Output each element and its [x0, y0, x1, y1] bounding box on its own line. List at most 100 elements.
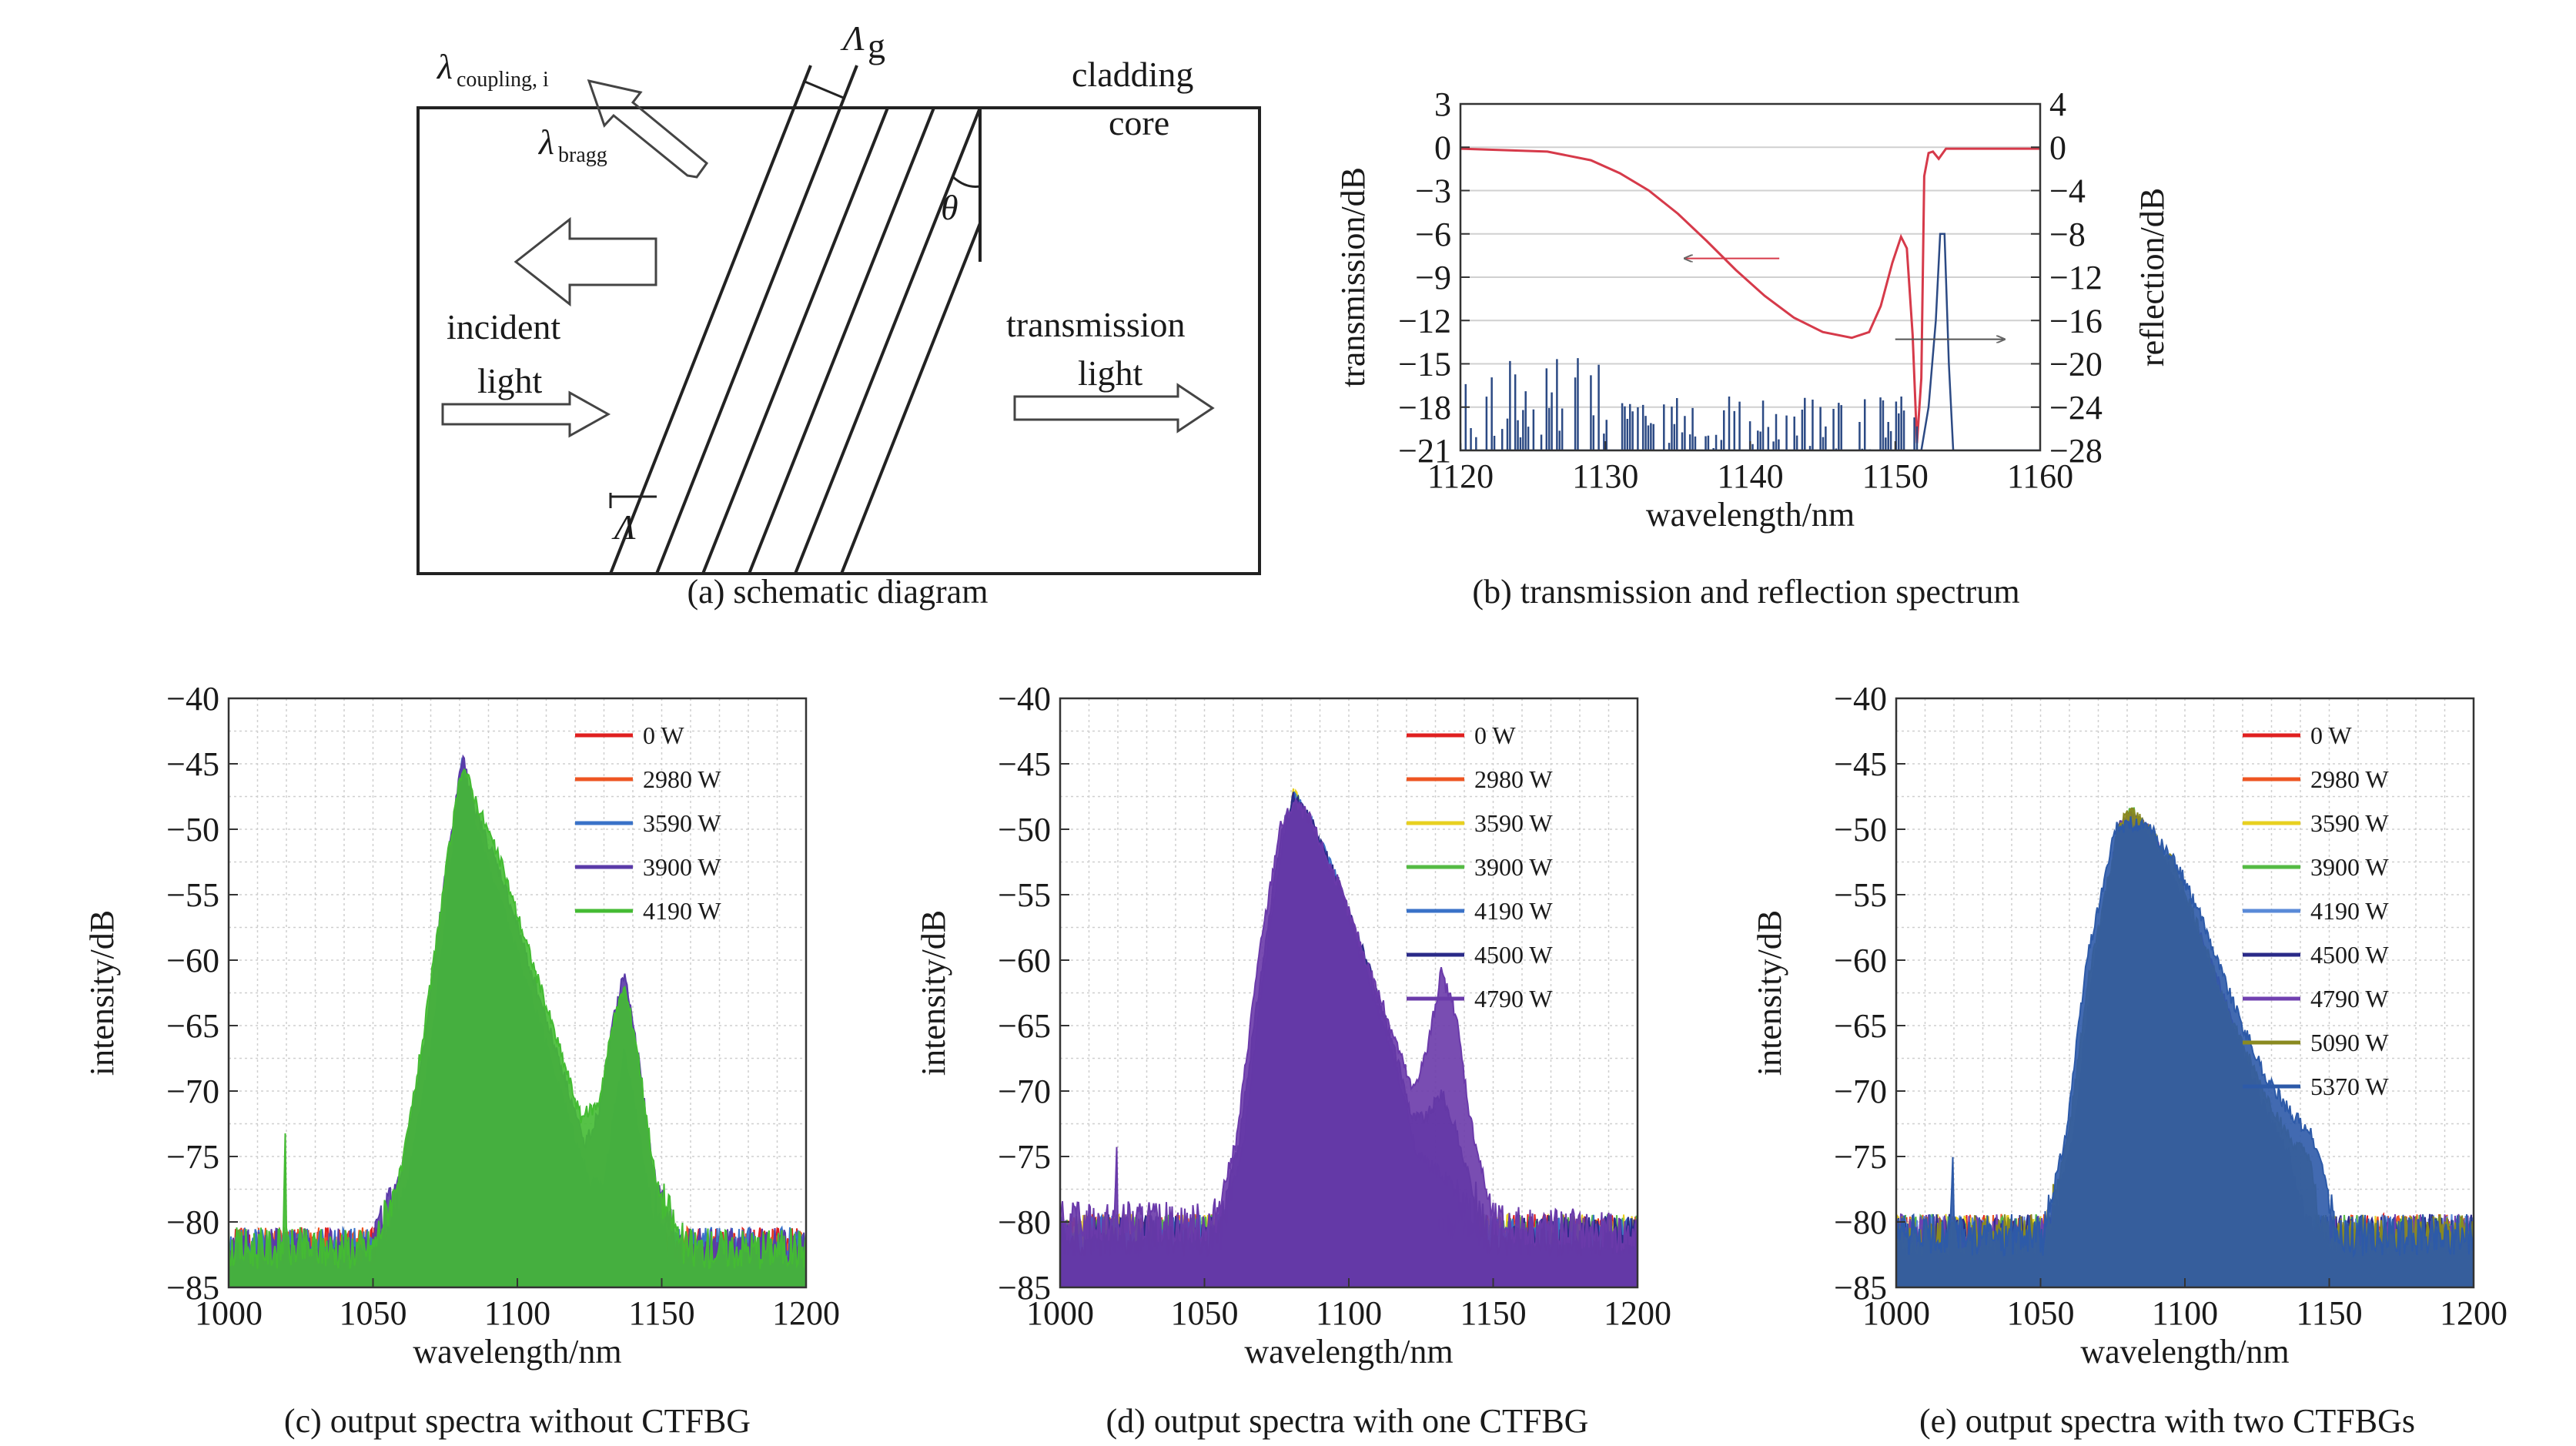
x-tick-label: 1150: [1862, 457, 1929, 495]
y-tick-label: −60: [998, 942, 1051, 979]
legend-label: 4500 W: [2310, 941, 2389, 969]
y-tick-label: −15: [1398, 346, 1451, 383]
y-tick-label: −80: [1834, 1203, 1887, 1241]
y-axis-label: intensity/dB: [1751, 910, 1788, 1076]
y2-axis-label: reflection/dB: [2133, 188, 2171, 367]
period-label: Λ: [611, 507, 636, 547]
y-tick-label: −45: [1834, 745, 1887, 783]
x-tick-label: 1130: [1572, 457, 1638, 495]
y-tick-label: −21: [1398, 432, 1451, 470]
x-axis-label: wavelength/nm: [2080, 1333, 2289, 1371]
caption-e: (e) output spectra with two CTFBGs: [1919, 1402, 2415, 1440]
y-tick-label: 3: [1434, 85, 1451, 123]
x-tick-label: 1200: [772, 1294, 840, 1332]
period-g-marker: [802, 79, 846, 100]
x-tick-label: 1150: [1460, 1294, 1526, 1332]
y-tick-label: −70: [166, 1073, 219, 1110]
y-tick-label: −40: [998, 680, 1051, 718]
legend-label: 3590 W: [643, 809, 721, 837]
transmission-label-2: light: [1078, 353, 1143, 393]
legend-label: 0 W: [1474, 721, 1516, 749]
lambda-bragg-sub: bragg: [558, 143, 607, 167]
transmission-label-1: transmission: [1006, 305, 1186, 344]
y2-tick-label: −8: [2049, 216, 2086, 253]
series-line: [1460, 233, 2040, 450]
x-axis-label: wavelength/nm: [1244, 1333, 1453, 1371]
y2-tick-label: −28: [2049, 432, 2103, 470]
legend-label: 4500 W: [1474, 941, 1553, 969]
lambda-bragg-label: λ: [537, 122, 554, 162]
legend-label: 3900 W: [1474, 853, 1553, 881]
plot-area: [1460, 147, 2040, 450]
y-tick-label: −45: [998, 745, 1051, 783]
y-axis-label: intensity/dB: [83, 910, 121, 1076]
x-axis-label: wavelength/nm: [413, 1333, 621, 1371]
lambda-coupling-label: λ: [436, 47, 453, 86]
legend-label: 2980 W: [2310, 765, 2389, 793]
panel-a-schematic: Λ g Λ θ cladding core λ coupling, i λ br…: [417, 18, 1261, 611]
y2-tick-label: −20: [2049, 346, 2103, 383]
y-tick-label: −50: [166, 811, 219, 849]
y2-tick-label: −16: [2049, 302, 2103, 340]
x-tick-label: 1100: [1316, 1294, 1382, 1332]
x-axis-label: wavelength/nm: [1646, 496, 1855, 534]
legend-label: 4190 W: [643, 897, 721, 925]
y-tick-label: −40: [166, 680, 219, 718]
x-tick-label: 1100: [484, 1294, 550, 1332]
plot-area: [1060, 788, 1638, 1287]
panel-b-spectrum: (b) transmission and reflection spectrum…: [1334, 85, 2171, 611]
y-tick-label: −12: [1398, 302, 1451, 340]
y-tick-label: −60: [1834, 942, 1887, 979]
x-tick-label: 1200: [2440, 1294, 2507, 1332]
incident-arrow-icon: [441, 390, 611, 438]
cladding-label: cladding: [1072, 55, 1193, 94]
x-tick-label: 1160: [2007, 457, 2073, 495]
legend-label: 3590 W: [1474, 809, 1553, 837]
lambda-coupling-sub: coupling, i: [457, 68, 549, 92]
legend-label: 4190 W: [1474, 897, 1553, 925]
legend-label: 5090 W: [2310, 1029, 2389, 1056]
y-tick-label: −85: [166, 1269, 219, 1307]
transmission-arrow-icon: [1013, 383, 1215, 433]
y-axis-label: intensity/dB: [915, 910, 952, 1076]
y-tick-label: −65: [998, 1007, 1051, 1045]
caption-b: (b) transmission and reflection spectrum: [1472, 573, 2019, 611]
x-tick-label: 1150: [628, 1294, 694, 1332]
theta-arc: [952, 176, 981, 188]
y-tick-label: −50: [998, 811, 1051, 849]
y-tick-label: −80: [998, 1203, 1051, 1241]
legend-label: 3590 W: [2310, 809, 2389, 837]
series-area: [229, 768, 806, 1287]
y-tick-label: −75: [166, 1138, 219, 1176]
y-tick-label: −18: [1398, 389, 1451, 427]
x-tick-label: 1050: [2007, 1294, 2075, 1332]
x-tick-label: 1140: [1717, 457, 1783, 495]
legend-label: 2980 W: [1474, 765, 1553, 793]
series-area: [1060, 798, 1638, 1287]
caption-c: (c) output spectra without CTFBG: [284, 1402, 751, 1440]
caption-a: (a) schematic diagram: [687, 573, 989, 611]
x-tick-label: 1120: [1427, 457, 1494, 495]
y-tick-label: −70: [1834, 1073, 1887, 1110]
x-tick-label: 1200: [1604, 1294, 1671, 1332]
y-tick-label: −55: [166, 876, 219, 914]
y-tick-label: −85: [1834, 1269, 1887, 1307]
panel-e-spectrum: (e) output spectra with two CTFBGs 1000 1…: [1751, 680, 2507, 1440]
y2-tick-label: −24: [2049, 389, 2103, 427]
y-tick-label: −50: [1834, 811, 1887, 849]
y-tick-label: −55: [998, 876, 1051, 914]
y-tick-label: 0: [1434, 129, 1451, 166]
y-tick-label: −6: [1415, 216, 1451, 253]
x-tick-label: 1000: [195, 1294, 263, 1332]
legend-label: 0 W: [643, 721, 684, 749]
y-axis-label: transmission/dB: [1334, 167, 1372, 387]
x-tick-label: 1000: [1862, 1294, 1930, 1332]
y-tick-label: −80: [166, 1203, 219, 1241]
incident-label-2: light: [477, 361, 543, 400]
coupling-arrow-icon: [587, 79, 709, 179]
x-tick-label: 1050: [1171, 1294, 1239, 1332]
y-tick-label: −45: [166, 745, 219, 783]
y-tick-label: −65: [1834, 1007, 1887, 1045]
core-label: core: [1109, 103, 1169, 142]
